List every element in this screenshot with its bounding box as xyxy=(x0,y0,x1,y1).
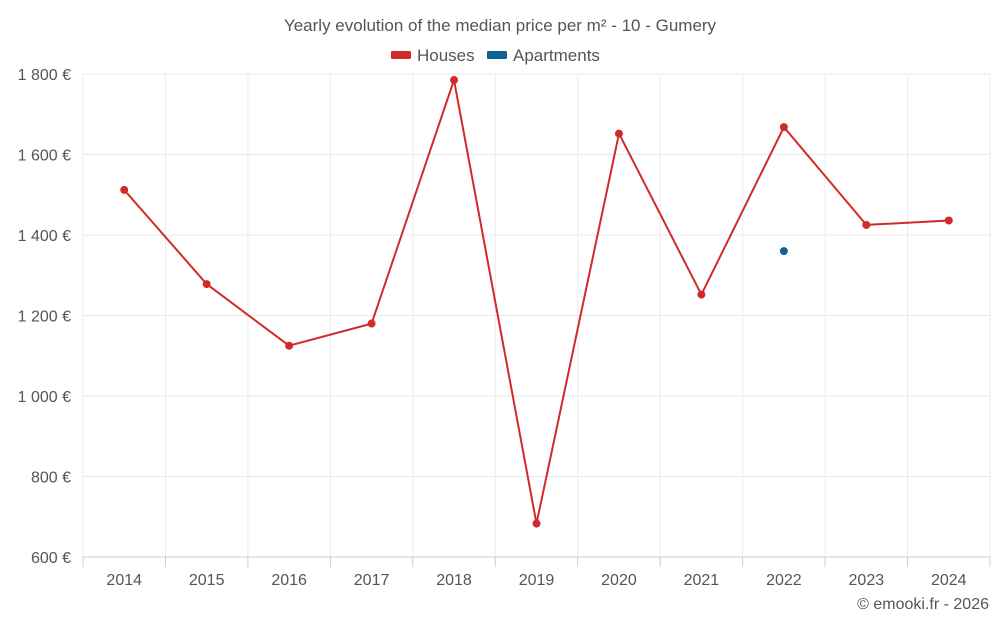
y-axis-labels: 600 € 800 € 1 000 € 1 200 € 1 400 € 1 600 € 1 … xyxy=(18,67,71,567)
y-tick-label: 800 € xyxy=(31,470,71,487)
x-tick-label: 2018 xyxy=(436,572,472,589)
y-tick-label: 1 400 € xyxy=(18,228,71,245)
credit-text: © emooki.fr - 2026 xyxy=(857,596,989,613)
data-point-houses-2021 xyxy=(697,290,706,299)
data-point-houses-2015 xyxy=(202,280,211,289)
axes xyxy=(82,556,991,567)
x-tick-label: 2024 xyxy=(931,572,967,589)
x-tick-label: 2019 xyxy=(519,572,555,589)
x-tick-label: 2015 xyxy=(189,572,225,589)
x-axis-labels: 2014 2015 2016 2017 2018 2019 2020 2021 2022 2023… xyxy=(106,572,966,589)
data-point-houses-2022 xyxy=(779,123,788,132)
legend-swatch-apartments xyxy=(487,51,507,59)
chart-legend: Houses Apartments xyxy=(391,46,600,65)
data-point-houses-2019 xyxy=(532,519,541,528)
x-tick-label: 2023 xyxy=(849,572,885,589)
x-tick-label: 2022 xyxy=(766,572,802,589)
x-tick-label: 2021 xyxy=(684,572,720,589)
y-tick-label: 1 800 € xyxy=(18,67,71,84)
data-point-houses-2023 xyxy=(862,220,871,229)
data-point-houses-2014 xyxy=(120,185,129,194)
y-tick-label: 1 200 € xyxy=(18,309,71,326)
y-tick-label: 1 600 € xyxy=(18,148,71,165)
data-point-houses-2017 xyxy=(367,319,376,328)
y-tick-label: 1 000 € xyxy=(18,389,71,406)
y-tick-label: 600 € xyxy=(31,550,71,567)
grid-lines xyxy=(82,73,991,557)
legend-label-houses[interactable]: Houses xyxy=(417,46,475,65)
x-tick-label: 2014 xyxy=(106,572,142,589)
series-layer xyxy=(120,76,953,528)
data-point-houses-2020 xyxy=(614,129,623,138)
data-point-apartments-2022 xyxy=(779,247,788,256)
legend-label-apartments[interactable]: Apartments xyxy=(513,46,600,65)
data-point-houses-2018 xyxy=(450,76,459,85)
chart-title: Yearly evolution of the median price per… xyxy=(284,16,717,35)
data-point-houses-2016 xyxy=(285,341,294,350)
legend-swatch-houses xyxy=(391,51,411,59)
x-tick-label: 2017 xyxy=(354,572,390,589)
data-point-houses-2024 xyxy=(944,216,953,225)
x-tick-label: 2020 xyxy=(601,572,637,589)
x-tick-label: 2016 xyxy=(271,572,307,589)
